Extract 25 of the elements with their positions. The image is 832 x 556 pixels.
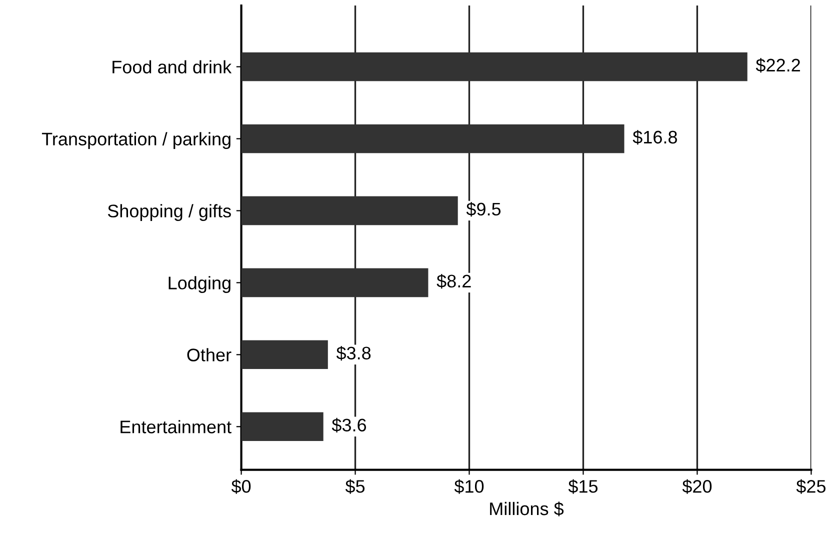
data-label: $3.6 — [332, 418, 366, 433]
y-tick-label: Other — [187, 348, 232, 362]
y-tick-label: Food and drink — [112, 60, 232, 74]
bar — [241, 124, 624, 154]
bar — [241, 268, 428, 298]
x-tick-label: $5 — [345, 479, 365, 494]
data-label: $16.8 — [632, 130, 677, 145]
bar — [241, 196, 458, 226]
bar — [241, 412, 324, 442]
y-tick-label: Transportation / parking — [42, 132, 230, 150]
data-label: $8.2 — [436, 274, 471, 289]
data-label: $3.8 — [336, 346, 371, 361]
data-label: $9.5 — [466, 202, 501, 217]
x-axis-title: Millions $ — [490, 502, 564, 516]
x-tick-label: $0 — [231, 479, 251, 494]
x-tick-label: $20 — [682, 479, 712, 494]
y-tick-label: Lodging — [168, 276, 230, 293]
y-tick-label: Shopping / gifts — [108, 204, 231, 221]
x-tick-label: $15 — [568, 479, 598, 494]
y-tick-label: Entertainment — [120, 420, 232, 434]
bar — [241, 340, 328, 370]
data-label: $22.2 — [756, 58, 800, 73]
bar — [241, 52, 748, 82]
x-tick-label: $25 — [796, 479, 826, 494]
x-tick-label: $10 — [454, 479, 484, 494]
